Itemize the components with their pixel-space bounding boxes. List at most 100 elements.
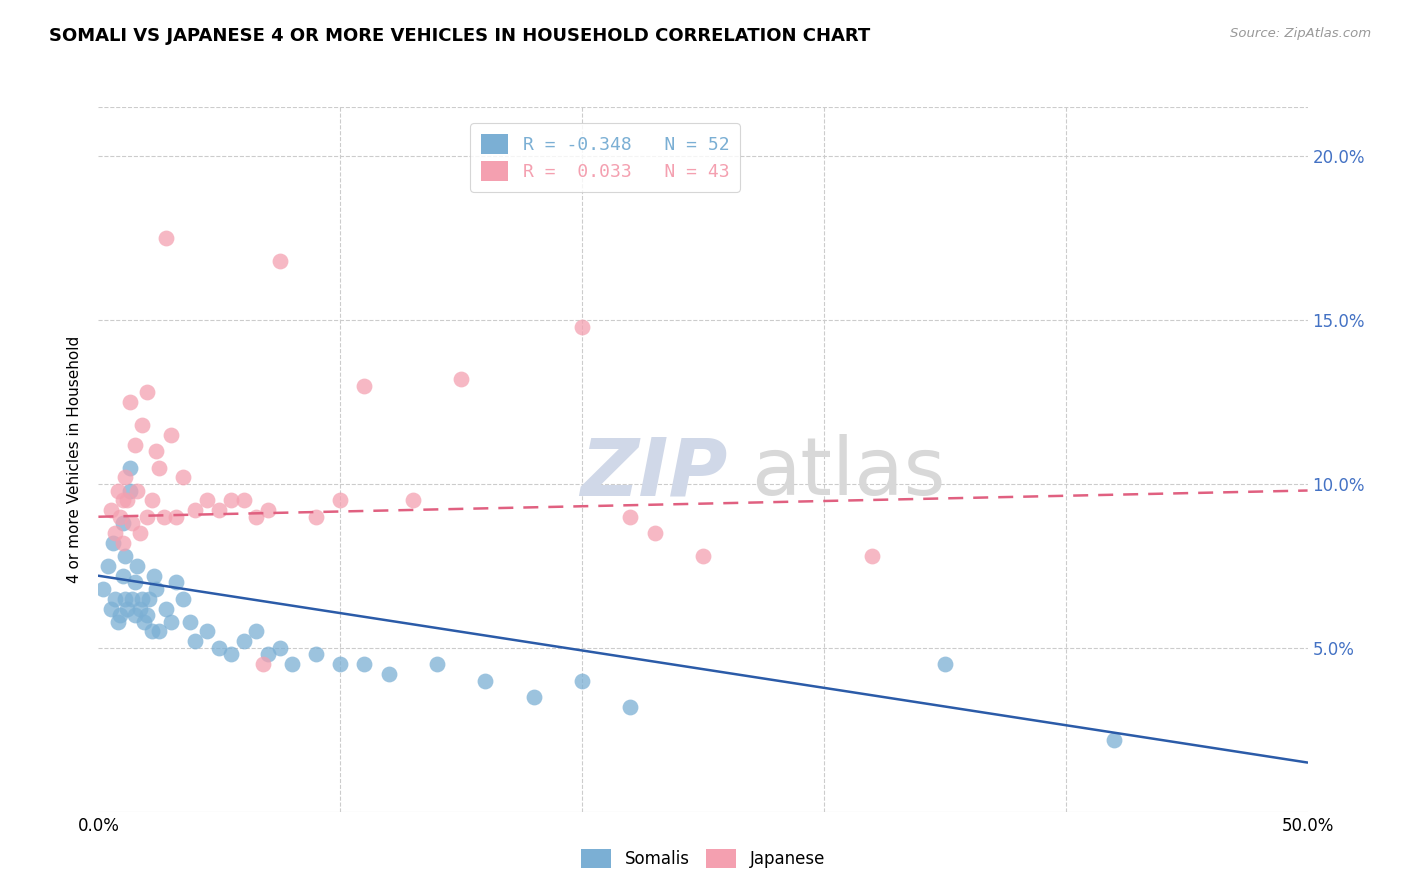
Point (134, 615, 156, 629)
Point (155, 231, 177, 245)
Point (143, 568, 166, 582)
Point (108, 509, 131, 524)
Point (111, 536, 134, 550)
Point (121, 516, 143, 531)
Point (101, 536, 124, 550)
Point (135, 385, 157, 400)
Text: SOMALI VS JAPANESE 4 OR MORE VEHICLES IN HOUSEHOLD CORRELATION CHART: SOMALI VS JAPANESE 4 OR MORE VEHICLES IN… (49, 27, 870, 45)
Point (114, 470, 136, 484)
Point (571, 319, 593, 334)
Point (114, 549, 136, 563)
Point (172, 591, 194, 606)
Point (124, 437, 146, 451)
Point (124, 575, 146, 590)
Point (165, 509, 187, 524)
Point (135, 608, 157, 623)
Point (329, 493, 352, 508)
Point (121, 591, 143, 606)
Point (100, 503, 122, 517)
Point (100, 601, 122, 615)
Point (118, 483, 141, 498)
Point (104, 526, 127, 541)
Legend: Somalis, Japanese: Somalis, Japanese (575, 843, 831, 875)
Point (619, 699, 641, 714)
Point (141, 493, 163, 508)
Point (152, 509, 174, 524)
Point (131, 591, 153, 606)
Point (114, 591, 136, 606)
Point (450, 372, 472, 386)
Point (644, 526, 666, 541)
Point (107, 483, 129, 498)
Point (571, 673, 593, 688)
Point (474, 673, 496, 688)
Point (692, 549, 714, 563)
Point (245, 624, 267, 639)
Point (1102, 732, 1125, 747)
Text: ZIP: ZIP (579, 434, 727, 513)
Point (619, 509, 641, 524)
Point (195, 493, 218, 508)
Point (118, 395, 141, 409)
Point (141, 624, 163, 639)
Point (108, 608, 131, 623)
Point (135, 509, 157, 524)
Point (208, 640, 231, 655)
Point (111, 568, 134, 582)
Point (127, 558, 149, 573)
Point (184, 503, 207, 517)
Point (107, 615, 129, 629)
Point (281, 657, 304, 672)
Text: Source: ZipAtlas.com: Source: ZipAtlas.com (1230, 27, 1371, 40)
Point (426, 657, 449, 672)
Y-axis label: 4 or more Vehicles in Household: 4 or more Vehicles in Household (67, 335, 83, 583)
Point (155, 601, 177, 615)
Point (232, 493, 254, 508)
Point (245, 509, 267, 524)
Point (138, 591, 160, 606)
Point (221, 493, 243, 508)
Point (148, 624, 170, 639)
Point (148, 460, 170, 475)
Point (165, 575, 187, 590)
Point (128, 526, 150, 541)
Point (256, 503, 278, 517)
Point (172, 470, 194, 484)
Point (221, 648, 243, 662)
Point (523, 690, 546, 704)
Point (128, 601, 150, 615)
Point (402, 493, 425, 508)
Point (160, 615, 183, 629)
Point (127, 483, 149, 498)
Point (124, 608, 146, 623)
Point (160, 427, 183, 442)
Point (195, 624, 218, 639)
Point (117, 493, 139, 508)
Point (305, 648, 328, 662)
Point (131, 417, 153, 432)
Text: atlas: atlas (751, 434, 946, 513)
Point (179, 615, 201, 629)
Point (329, 657, 352, 672)
Point (232, 634, 254, 648)
Point (208, 503, 231, 517)
Legend: R = -0.348   N = 52, R =  0.033   N = 43: R = -0.348 N = 52, R = 0.033 N = 43 (470, 123, 740, 192)
Point (353, 657, 375, 672)
Point (118, 460, 141, 475)
Point (353, 378, 375, 392)
Point (377, 667, 399, 681)
Point (111, 493, 134, 508)
Point (256, 648, 278, 662)
Point (184, 634, 207, 648)
Point (104, 591, 127, 606)
Point (91, 582, 114, 596)
Point (145, 444, 167, 458)
Point (860, 549, 883, 563)
Point (117, 601, 139, 615)
Point (269, 640, 291, 655)
Point (305, 509, 328, 524)
Point (934, 657, 956, 672)
Point (97, 558, 120, 573)
Point (145, 582, 167, 596)
Point (269, 254, 291, 268)
